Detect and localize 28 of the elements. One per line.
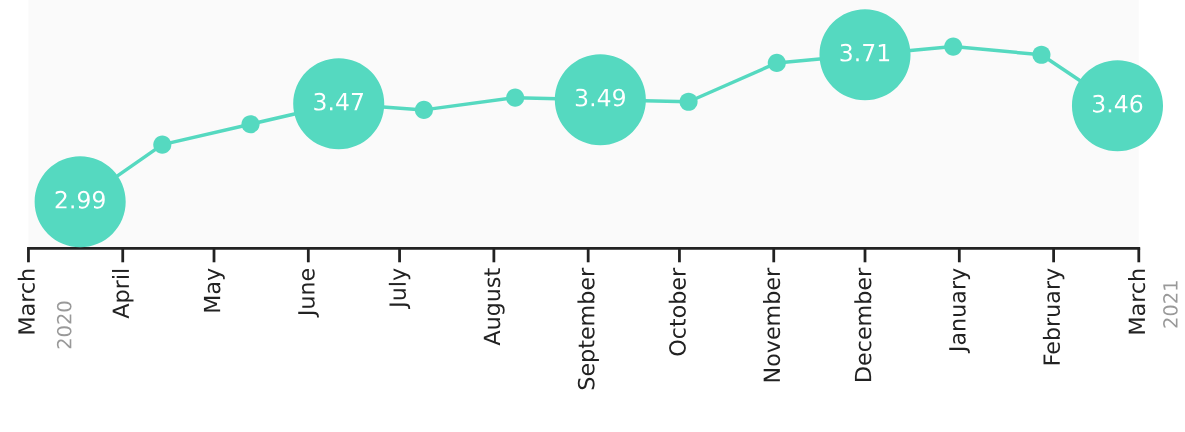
data-label: 3.47 xyxy=(314,92,363,111)
point xyxy=(1032,45,1051,64)
point xyxy=(414,100,433,119)
x-tick-label: March xyxy=(1128,269,1146,334)
x-tick-label: July xyxy=(388,268,411,309)
x-tick-label: May xyxy=(203,268,225,312)
point xyxy=(679,92,698,111)
point xyxy=(153,135,172,154)
data-label: 3.71 xyxy=(840,43,890,62)
text: 2020 xyxy=(56,301,72,349)
x-tick-label: January xyxy=(949,268,971,354)
point xyxy=(767,53,786,72)
data-label: 2.99 xyxy=(55,190,105,209)
point xyxy=(506,88,525,107)
x-tick-label: December xyxy=(854,267,872,381)
point xyxy=(241,115,260,134)
x-tick-label: November xyxy=(762,267,781,382)
x-tick-label: August xyxy=(483,268,505,346)
x-tick-label: October xyxy=(668,267,686,356)
x-tick-label: March xyxy=(17,269,35,334)
x-tick-label: February xyxy=(1042,268,1065,365)
point xyxy=(944,37,963,56)
data-label: 3.49 xyxy=(575,88,625,107)
text: 2021 xyxy=(1163,281,1178,328)
data-label: 3.46 xyxy=(1093,94,1143,113)
x-tick-label: September xyxy=(577,267,599,390)
x-tick-label: June xyxy=(298,269,319,318)
x-tick-label: April xyxy=(111,269,134,319)
